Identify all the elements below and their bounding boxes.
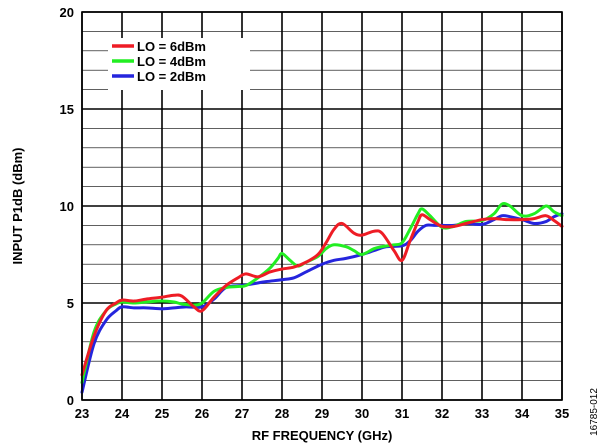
x-tick-label: 35 (555, 406, 569, 421)
plot-frame (81, 11, 563, 401)
legend-label: LO = 6dBm (137, 39, 206, 54)
figure-id: 16785-012 (589, 388, 600, 436)
y-tick-label: 5 (67, 296, 74, 311)
x-tick-label: 24 (115, 406, 130, 421)
y-tick-label: 10 (60, 199, 74, 214)
x-axis-label: RF FREQUENCY (GHz) (252, 428, 393, 443)
series-line-1 (80, 213, 564, 377)
x-tick-label: 32 (435, 406, 449, 421)
y-tick-label: 0 (67, 393, 74, 408)
x-tick-label: 29 (315, 406, 329, 421)
legend-label: LO = 4dBm (137, 54, 206, 69)
x-tick-label: 25 (155, 406, 169, 421)
x-tick-label: 26 (195, 406, 209, 421)
x-tick-label: 33 (475, 406, 489, 421)
y-axis-label: INPUT P1dB (dBm) (10, 148, 25, 265)
y-tick-label: 20 (60, 5, 74, 20)
x-tick-label: 31 (395, 406, 409, 421)
y-tick-label: 15 (60, 102, 74, 117)
x-tick-label: 30 (355, 406, 369, 421)
y-tick-labels: 0 5 10 15 20 (60, 5, 74, 408)
x-tick-label: 28 (275, 406, 289, 421)
legend-label: LO = 2dBm (137, 69, 206, 84)
x-tick-label: 27 (235, 406, 249, 421)
x-tick-label: 23 (75, 406, 89, 421)
x-tick-labels: 23 24 25 26 27 28 29 30 31 32 33 34 35 (75, 406, 569, 421)
x-tick-label: 34 (515, 406, 530, 421)
series-lines (80, 202, 564, 394)
